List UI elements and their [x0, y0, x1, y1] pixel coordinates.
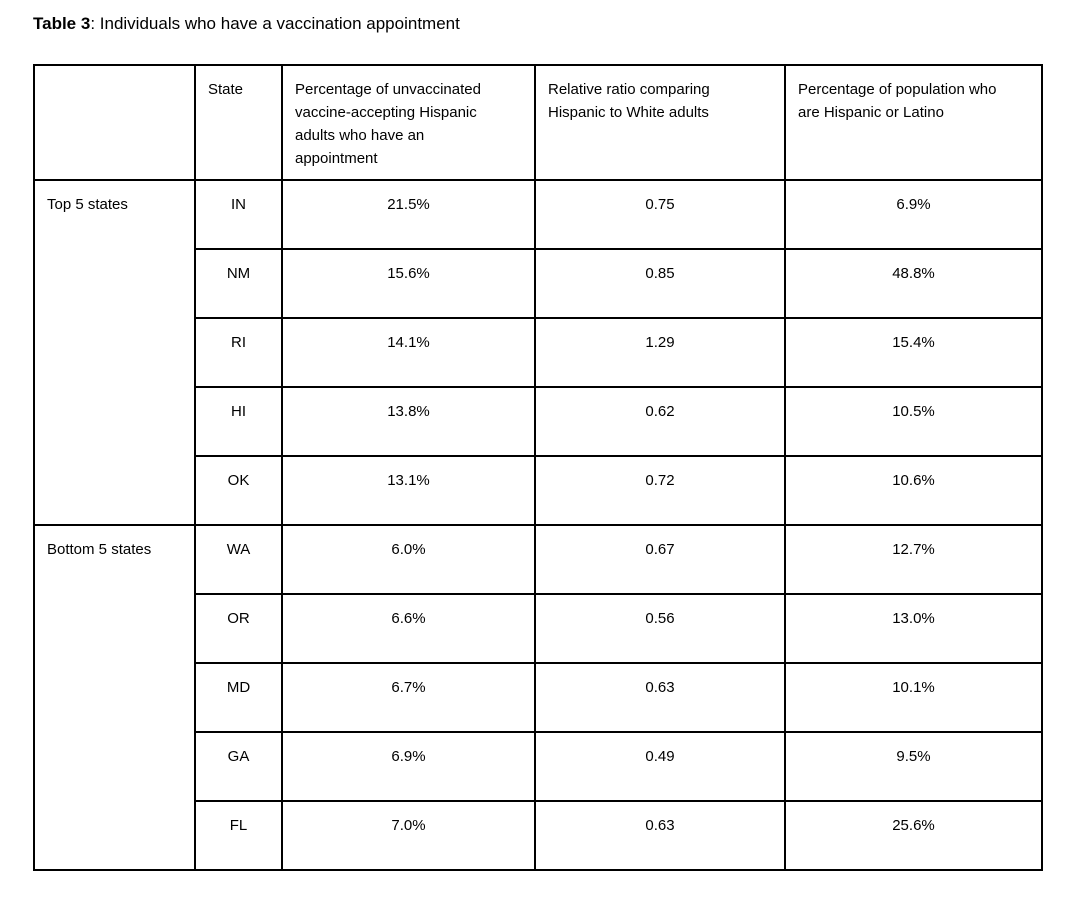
- state-cell: MD: [194, 662, 283, 733]
- table-caption: Table 3: Individuals who have a vaccinat…: [33, 13, 1072, 35]
- pct-appointment-cell: 21.5%: [281, 179, 536, 250]
- pct-population-cell: 48.8%: [784, 248, 1043, 319]
- table-row: GA 6.9% 0.49 9.5%: [34, 731, 1043, 802]
- table-row: Top 5 states IN 21.5% 0.75 6.9%: [33, 179, 1043, 526]
- pct-population-cell: 13.0%: [784, 593, 1043, 664]
- state-cell: GA: [194, 731, 283, 802]
- state-cell: HI: [194, 386, 283, 457]
- pct-population-cell: 10.5%: [784, 386, 1043, 457]
- header-label-pct-population: Percentage of population who are Hispani…: [798, 81, 997, 121]
- pct-population-cell: 10.6%: [784, 455, 1043, 526]
- pct-appointment-cell: 13.8%: [281, 386, 536, 457]
- table-row: RI 14.1% 1.29 15.4%: [34, 317, 1043, 388]
- state-cell: WA: [194, 524, 283, 595]
- table-row: NM 15.6% 0.85 48.8%: [34, 248, 1043, 319]
- state-cell: RI: [194, 317, 283, 388]
- pct-population-cell: 12.7%: [784, 524, 1043, 595]
- table-caption-label: Table 3: [33, 14, 91, 33]
- group-label-cell: Top 5 states: [33, 179, 196, 526]
- header-cell-pct-population: Percentage of population who are Hispani…: [784, 64, 1043, 181]
- header-label-state: State: [208, 81, 244, 98]
- vaccination-appointment-table: State Percentage of unvaccinated vaccine…: [33, 64, 1043, 871]
- table-row: OR 6.6% 0.56 13.0%: [34, 593, 1043, 664]
- pct-appointment-cell: 7.0%: [281, 800, 536, 871]
- state-cell: NM: [194, 248, 283, 319]
- pct-appointment-cell: 14.1%: [281, 317, 536, 388]
- pct-appointment-cell: 6.0%: [281, 524, 536, 595]
- relative-ratio-cell: 1.29: [534, 317, 786, 388]
- group-label-cell: Bottom 5 states: [33, 524, 196, 871]
- relative-ratio-cell: 0.63: [534, 800, 786, 871]
- header-label-relative-ratio: Relative ratio comparing Hispanic to Whi…: [548, 81, 710, 121]
- pct-appointment-cell: 13.1%: [281, 455, 536, 526]
- relative-ratio-cell: 0.56: [534, 593, 786, 664]
- state-cell: OK: [194, 455, 283, 526]
- table-row: Bottom 5 states WA 6.0% 0.67 12.7%: [33, 524, 1043, 871]
- pct-population-cell: 6.9%: [784, 179, 1043, 250]
- pct-appointment-cell: 6.7%: [281, 662, 536, 733]
- header-cell-group: [33, 64, 196, 181]
- pct-population-cell: 15.4%: [784, 317, 1043, 388]
- pct-population-cell: 25.6%: [784, 800, 1043, 871]
- relative-ratio-cell: 0.63: [534, 662, 786, 733]
- pct-appointment-cell: 6.9%: [281, 731, 536, 802]
- relative-ratio-cell: 0.49: [534, 731, 786, 802]
- pct-appointment-cell: 15.6%: [281, 248, 536, 319]
- relative-ratio-cell: 0.85: [534, 248, 786, 319]
- pct-population-cell: 10.1%: [784, 662, 1043, 733]
- table-row: MD 6.7% 0.63 10.1%: [34, 662, 1043, 733]
- table-caption-text: : Individuals who have a vaccination app…: [90, 14, 460, 33]
- relative-ratio-cell: 0.72: [534, 455, 786, 526]
- state-cell: IN: [194, 179, 283, 250]
- pct-appointment-cell: 6.6%: [281, 593, 536, 664]
- table-row: OK 13.1% 0.72 10.6%: [34, 455, 1043, 526]
- header-label-pct-appointment: Percentage of unvaccinated vaccine-accep…: [295, 81, 481, 167]
- state-cell: OR: [194, 593, 283, 664]
- relative-ratio-cell: 0.67: [534, 524, 786, 595]
- header-cell-relative-ratio: Relative ratio comparing Hispanic to Whi…: [534, 64, 786, 181]
- pct-population-cell: 9.5%: [784, 731, 1043, 802]
- header-cell-state: State: [194, 64, 283, 181]
- state-cell: FL: [194, 800, 283, 871]
- relative-ratio-cell: 0.62: [534, 386, 786, 457]
- table-row: FL 7.0% 0.63 25.6%: [34, 800, 1043, 871]
- relative-ratio-cell: 0.75: [534, 179, 786, 250]
- header-row: State Percentage of unvaccinated vaccine…: [33, 64, 1043, 181]
- header-cell-pct-appointment: Percentage of unvaccinated vaccine-accep…: [281, 64, 536, 181]
- table-row: HI 13.8% 0.62 10.5%: [34, 386, 1043, 457]
